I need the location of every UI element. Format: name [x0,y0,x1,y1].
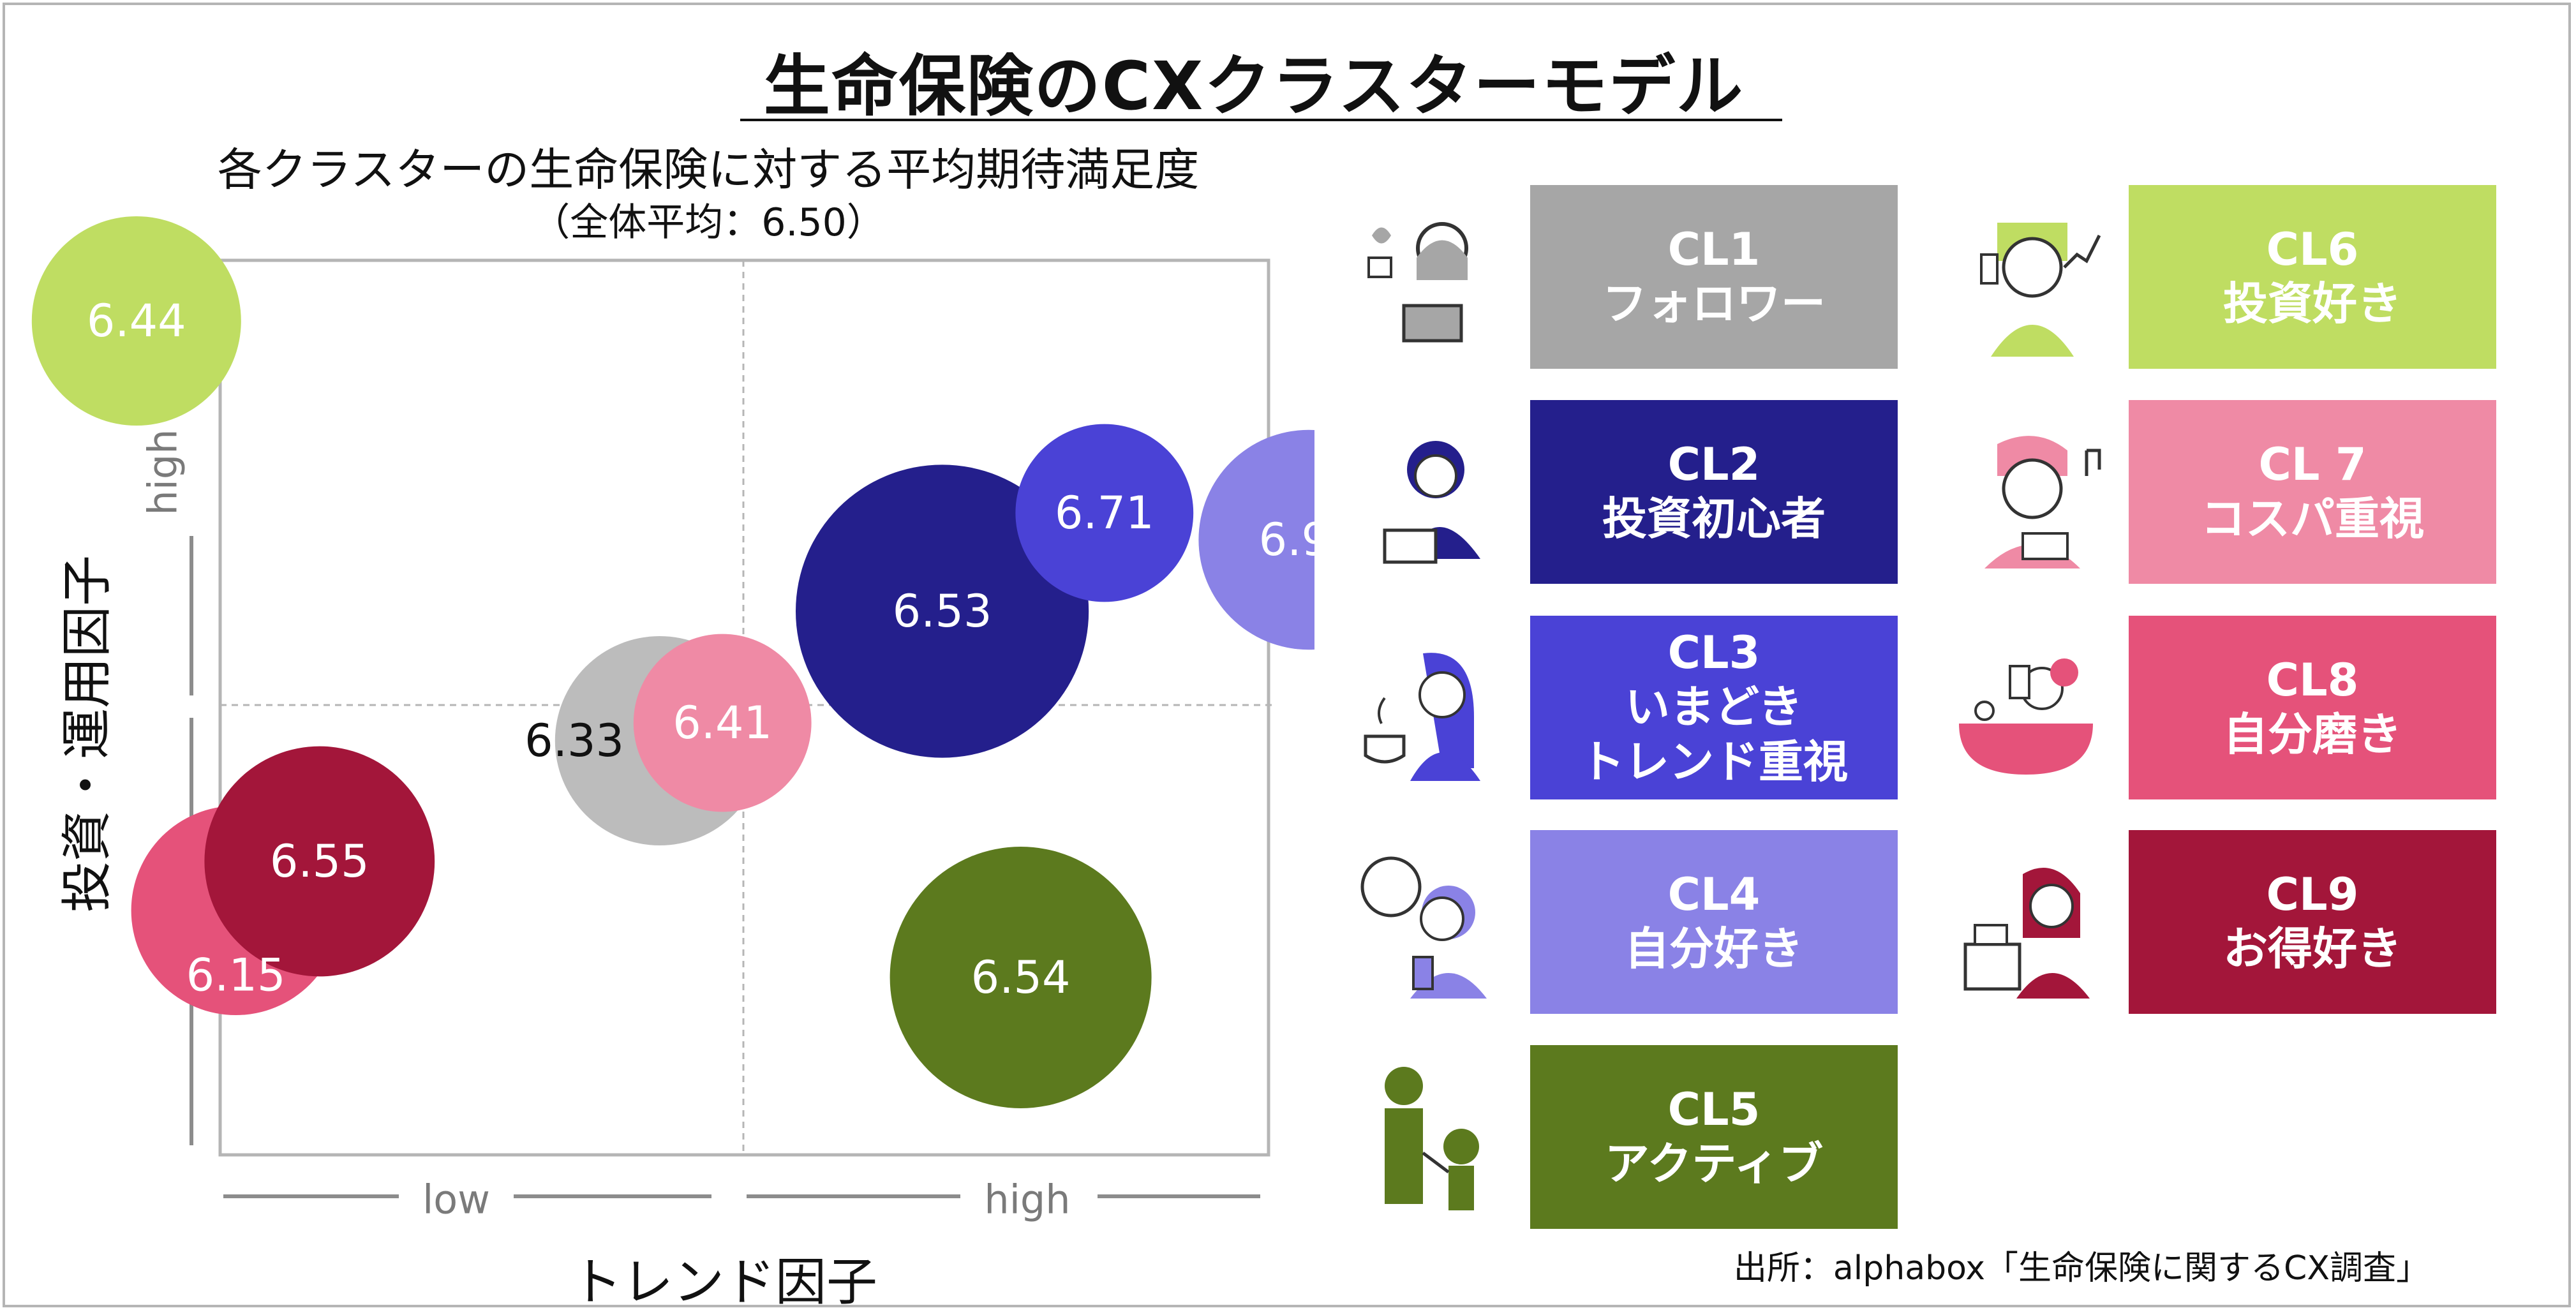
person-glasses-laptop-icon [1346,412,1506,572]
chart-subtitle: 各クラスターの生命保険に対する平均期待満足度 [217,144,1200,196]
bubble-label-cl6: 6.44 [87,295,186,347]
y-tick-label-high: high [140,429,186,515]
cluster-label-cl7-line1: CL 7 [2258,438,2367,491]
bubble-cl2 [796,464,1089,758]
cluster-box-cl6: CL6 投資好き [2129,185,2496,369]
bubble-chart: highlowlowhigh 6.336.416.536.716.976.446… [31,216,1314,1223]
cluster-label-cl5-line2: アクティブ [1604,1138,1824,1190]
cluster-label-cl3-line3: トレンド重視 [1580,735,1848,788]
page-title: 生命保険のCXクラスターモデル [763,47,1745,125]
x-tick-label-high: high [984,1177,1070,1223]
bubble-cl9 [204,746,435,977]
source-note: 出所：alphabox「生命保険に関するCX調査」 [1733,1249,2429,1288]
bubble-label-cl8: 6.15 [186,949,286,1002]
cluster-box-cl5: CL5 アクティブ [1530,1045,1898,1229]
cluster-label-cl4-line1: CL4 [1667,868,1761,921]
cluster-label-cl1-line1: CL1 [1667,223,1761,276]
cluster-label-cl3-line1: CL3 [1667,626,1761,679]
cluster-label-cl6-line2: 投資好き [2223,278,2402,330]
person-phone-food-icon [1346,842,1506,1002]
cluster-box-cl1: CL1 フォロワー [1530,185,1898,369]
title-underline [740,119,1782,121]
bubble-cl3 [1015,424,1194,602]
cluster-label-cl9-line1: CL9 [2266,868,2359,921]
woman-bathtub-icon [1946,628,2106,787]
woman-teacup-icon [1346,628,1506,787]
x-tick-label-low: low [422,1177,490,1223]
cluster-box-cl8: CL8 自分磨き [2129,616,2496,799]
cluster-label-cl2-line2: 投資初心者 [1602,493,1826,545]
bubble-label-cl3: 6.71 [1055,487,1154,539]
bubble-label-cl2: 6.53 [893,585,992,637]
bubble-cl4 [1198,429,1314,650]
parent-child-icon [1346,1057,1506,1217]
bubble-label-cl7: 6.41 [673,697,772,749]
cluster-box-cl2: CL2 投資初心者 [1530,400,1898,584]
man-music-icon [1946,412,2106,572]
bubble-label-cl9: 6.55 [270,835,369,888]
person-laptop-coffee-icon [1346,197,1506,357]
cluster-box-cl4: CL4 自分好き [1530,830,1898,1014]
cluster-label-cl9-line2: お得好き [2223,923,2402,975]
bubble-label-cl4: 6.97 [1259,514,1314,566]
cluster-box-cl3: CL3 いまどき トレンド重視 [1530,616,1898,799]
cluster-label-cl3-line2: いまどき [1625,681,1803,734]
x-axis-label: トレンド因子 [571,1252,877,1312]
cluster-label-cl8-line1: CL8 [2266,653,2359,706]
cluster-box-cl7: CL 7 コスパ重視 [2129,400,2496,584]
cluster-label-cl5-line1: CL5 [1667,1083,1761,1136]
woman-register-icon [1946,842,2106,1002]
cluster-label-cl7-line2: コスパ重視 [2201,493,2424,545]
bubble-label-cl1: 6.33 [525,715,624,767]
cluster-label-cl6-line1: CL6 [2266,223,2359,276]
bubble-label-cl5: 6.54 [971,951,1071,1004]
cluster-label-cl1-line2: フォロワー [1602,278,1826,330]
cluster-label-cl4-line2: 自分好き [1625,923,1803,975]
cluster-label-cl8-line2: 自分磨き [2223,708,2402,761]
cluster-box-cl9: CL9 お得好き [2129,830,2496,1014]
bubble-cl6 [31,216,241,426]
bubble-cl5 [890,847,1152,1108]
man-phone-chart-icon [1946,197,2106,357]
y-axis-label: 投資・運用因子 [57,555,117,912]
cluster-label-cl2-line1: CL2 [1667,438,1761,491]
chart-subtitle-note: （全体平均：6.50） [532,200,885,245]
bubble-cl7 [633,634,812,812]
figure-frame [3,3,2571,1307]
